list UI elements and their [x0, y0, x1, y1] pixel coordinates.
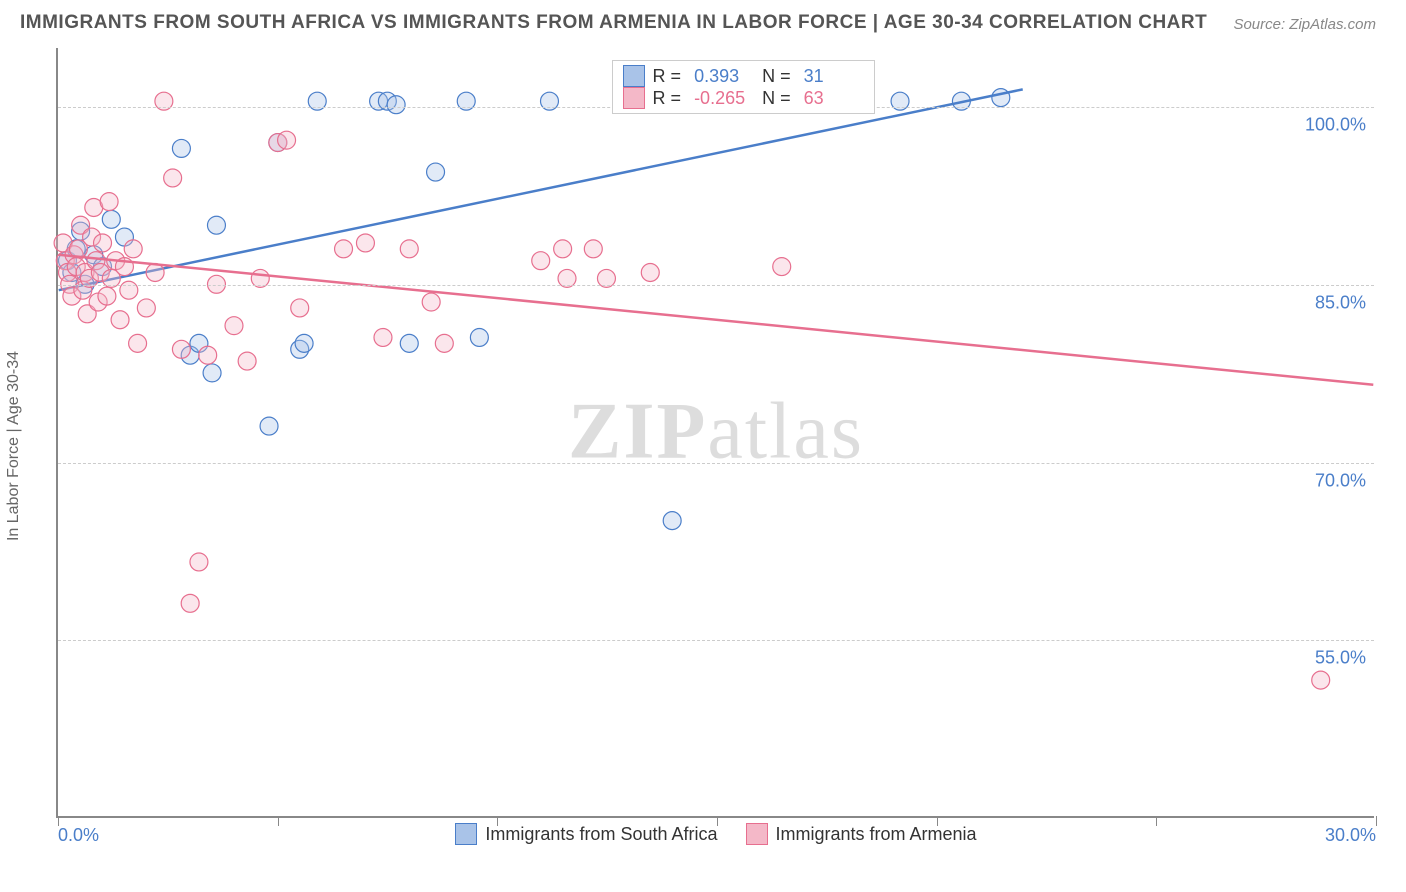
data-point [172, 139, 190, 157]
grid-line [58, 640, 1374, 641]
data-point [146, 264, 164, 282]
data-point [427, 163, 445, 181]
data-point [137, 299, 155, 317]
data-point [120, 281, 138, 299]
data-point [238, 352, 256, 370]
y-tick-label: 55.0% [1315, 648, 1366, 669]
x-tick [717, 816, 718, 826]
x-tick-label: 30.0% [1325, 825, 1376, 846]
chart-title: IMMIGRANTS FROM SOUTH AFRICA VS IMMIGRAN… [20, 12, 1207, 34]
data-point [124, 240, 142, 258]
data-point [181, 594, 199, 612]
data-point [554, 240, 572, 258]
x-tick [278, 816, 279, 826]
data-point [532, 252, 550, 270]
legend-row: R = 0.393N = 31 [623, 65, 864, 87]
y-tick-label: 85.0% [1315, 292, 1366, 313]
data-point [400, 334, 418, 352]
legend-swatch [623, 65, 645, 87]
data-point [1312, 671, 1330, 689]
data-point [663, 512, 681, 530]
data-point [102, 210, 120, 228]
data-point [291, 299, 309, 317]
x-tick-label: 0.0% [58, 825, 99, 846]
data-point [100, 193, 118, 211]
y-axis-label: In Labor Force | Age 30-34 [5, 351, 23, 541]
data-point [356, 234, 374, 252]
grid-line [58, 463, 1374, 464]
data-point [470, 329, 488, 347]
legend-swatch [746, 823, 768, 845]
data-point [203, 364, 221, 382]
x-tick [497, 816, 498, 826]
data-point [199, 346, 217, 364]
legend-row: R = -0.265N = 63 [623, 87, 864, 109]
data-point [190, 553, 208, 571]
data-point [98, 287, 116, 305]
data-point [584, 240, 602, 258]
series-legend: Immigrants from South Africa Immigrants f… [58, 823, 1374, 850]
data-point [207, 216, 225, 234]
legend-label: Immigrants from South Africa [485, 824, 717, 845]
x-tick [1376, 816, 1377, 826]
y-tick-label: 70.0% [1315, 470, 1366, 491]
trend-line [59, 255, 1374, 385]
grid-line [58, 285, 1374, 286]
x-tick [1156, 816, 1157, 826]
data-point [295, 334, 313, 352]
legend-item: Immigrants from Armenia [746, 823, 977, 845]
data-point [94, 234, 112, 252]
data-point [164, 169, 182, 187]
data-point [374, 329, 392, 347]
data-point [172, 340, 190, 358]
legend-swatch [455, 823, 477, 845]
data-point [641, 264, 659, 282]
legend-label: Immigrants from Armenia [776, 824, 977, 845]
x-tick [937, 816, 938, 826]
data-point [422, 293, 440, 311]
data-point [129, 334, 147, 352]
y-tick-label: 100.0% [1305, 115, 1366, 136]
legend-item: Immigrants from South Africa [455, 823, 717, 845]
data-point [335, 240, 353, 258]
data-point [260, 417, 278, 435]
source-label: Source: ZipAtlas.com [1233, 16, 1376, 33]
data-point [278, 131, 296, 149]
data-point [111, 311, 129, 329]
data-point [773, 258, 791, 276]
data-point [400, 240, 418, 258]
data-point [225, 317, 243, 335]
legend-swatch [623, 87, 645, 109]
plot-area: ZIPatlas R = 0.393N = 31R = -0.265N = 63… [56, 48, 1374, 818]
data-point [387, 96, 405, 114]
plot-svg [58, 48, 1374, 816]
data-point [435, 334, 453, 352]
correlation-legend: R = 0.393N = 31R = -0.265N = 63 [612, 60, 875, 114]
